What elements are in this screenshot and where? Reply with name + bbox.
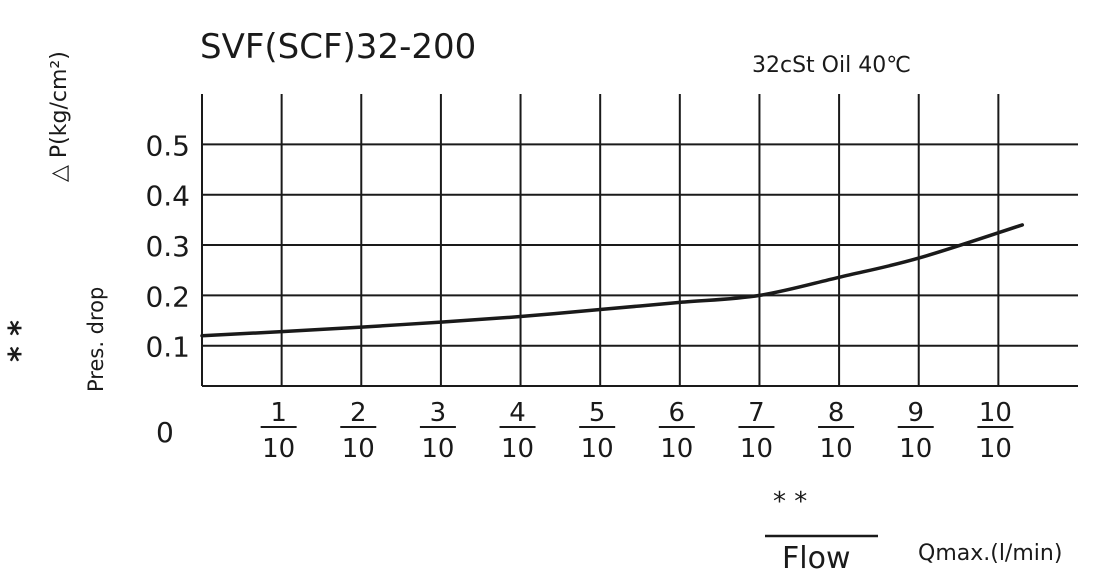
x-tick-denominator: 10 <box>581 434 614 464</box>
chart-title: SVF(SCF)32-200 <box>200 27 476 67</box>
y-axis-marker: * * <box>3 320 38 362</box>
horizontal-gridlines <box>202 143 1078 387</box>
x-tick-numerator: 5 <box>589 398 606 428</box>
y-tick-labels: 0.1 0.2 0.3 0.4 0.5 <box>145 129 190 363</box>
x-tick-numerator: 3 <box>430 398 447 428</box>
x-tick-denominator: 10 <box>899 434 932 464</box>
x-tick-label: 110 <box>260 398 297 464</box>
x-tick-label: 910 <box>897 398 934 464</box>
x-tick-label: 310 <box>419 398 456 464</box>
x-tick-numerator: 10 <box>979 398 1012 428</box>
x-tick-denominator: 10 <box>342 434 375 464</box>
x-tick-label: 210 <box>340 398 377 464</box>
x-tick-numerator: 9 <box>907 398 924 428</box>
x-tick-numerator: 8 <box>828 398 845 428</box>
x-tick-numerator: 2 <box>350 398 367 428</box>
x-tick-label: 610 <box>658 398 695 464</box>
x-tick-numerator: 7 <box>748 398 765 428</box>
x-tick-label: 810 <box>818 398 855 464</box>
y-tick-label: 0.3 <box>145 230 190 263</box>
x-tick-numerator: 1 <box>270 398 287 428</box>
x-tick-denominator: 10 <box>501 434 534 464</box>
x-tick-label: 410 <box>499 398 536 464</box>
x-tick-numerator: 4 <box>509 398 526 428</box>
y-axis-secondary-label: Pres. drop <box>84 287 108 392</box>
x-tick-denominator: 10 <box>740 434 773 464</box>
x-axis-label: Flow <box>782 541 850 576</box>
x-tick-denominator: 10 <box>421 434 454 464</box>
x-tick-label: 710 <box>738 398 775 464</box>
y-tick-label: 0.1 <box>145 331 190 364</box>
x-tick-denominator: 10 <box>660 434 693 464</box>
series-group <box>200 223 1025 338</box>
x-tick-label: 510 <box>579 398 616 464</box>
x-tick-denominator: 10 <box>820 434 853 464</box>
y-axis-label: △ P(kg/cm²) <box>47 51 72 182</box>
x-tick-denominator: 10 <box>262 434 295 464</box>
y-tick-label: 0.2 <box>145 280 190 313</box>
series-line <box>200 223 1025 338</box>
vertical-gridlines <box>201 94 1000 386</box>
chart-condition: 32cSt Oil 40℃ <box>752 53 911 78</box>
x-tick-denominator: 10 <box>979 434 1012 464</box>
x-tick-numerator: 6 <box>669 398 686 428</box>
y-tick-label: 0.4 <box>145 180 190 213</box>
origin-label: 0 <box>156 416 174 449</box>
x-axis-unit: Qmax.(l/min) <box>918 541 1062 566</box>
x-axis-marker: * * <box>773 487 807 517</box>
y-tick-label: 0.5 <box>145 129 190 162</box>
